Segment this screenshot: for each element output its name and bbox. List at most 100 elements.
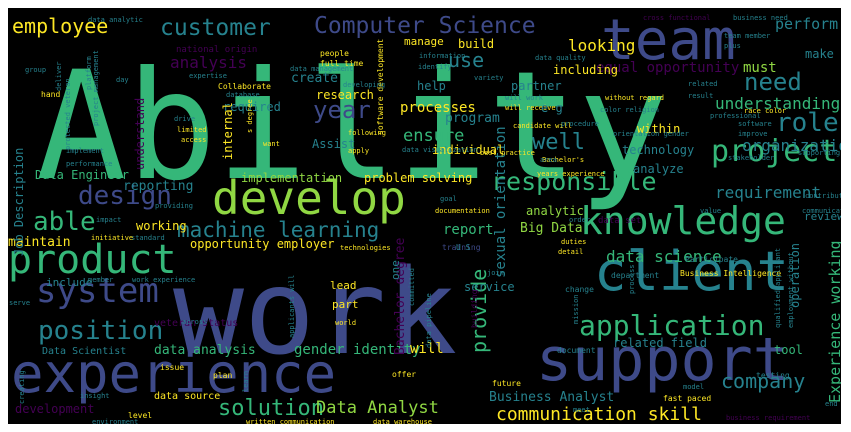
word-build: build — [458, 37, 494, 51]
word-ensure: ensure — [403, 126, 464, 146]
word-documentation: documentation — [435, 207, 490, 215]
word-providing: providing — [155, 202, 193, 210]
word-reporting: reporting — [123, 179, 193, 194]
word-equal-opportunity: equal opportunity — [596, 60, 739, 76]
word-data-quality: data quality — [535, 54, 586, 62]
word-technologies: technologies — [340, 244, 391, 252]
word-implementation: implementation — [241, 171, 342, 185]
word-within: within — [637, 122, 680, 136]
word-operation: operation — [788, 243, 802, 308]
word-analyze: analyze — [633, 162, 684, 176]
word-race-color: race color — [744, 107, 786, 115]
word-value: value — [700, 207, 721, 215]
word-apply: apply — [348, 147, 369, 155]
word-data-analysis: data analysis — [154, 343, 256, 358]
word-order: order — [569, 216, 590, 224]
word-group: group — [25, 66, 46, 74]
word-data-scientist: Data Scientist — [42, 346, 126, 357]
word-developing: developing — [343, 81, 385, 89]
word-day: day — [116, 76, 129, 84]
word-working: working — [136, 219, 187, 233]
word-database: database — [226, 91, 260, 99]
word-communicate: communicate — [802, 207, 841, 215]
word-u-s: U S — [456, 243, 471, 252]
word-report: report — [443, 222, 494, 238]
word-data-science: data science — [606, 247, 722, 266]
word-environment: environment — [92, 418, 138, 424]
word-develop: develop — [212, 171, 406, 225]
word-understanding: understanding — [715, 94, 840, 113]
word-employment-without: employment without — [787, 252, 795, 328]
word-people: people — [320, 49, 349, 58]
word-full-time: full time — [320, 59, 364, 68]
word-offer: offer — [392, 370, 416, 379]
word-support: support — [536, 325, 789, 395]
word-process: process — [628, 264, 636, 294]
word-join: join — [487, 269, 504, 277]
word-application: application — [579, 309, 764, 342]
word-solution: solution — [218, 396, 324, 421]
word-problem-solving: problem solving — [364, 171, 472, 185]
word-looking: looking — [568, 36, 635, 55]
word-data-analytic: data analytic — [88, 16, 143, 24]
word-manage: manage — [404, 35, 444, 48]
word-include: include — [46, 276, 92, 289]
word-ability: Ability — [36, 40, 668, 214]
word-years-experience: years experience — [537, 170, 604, 178]
word-system: system — [36, 271, 159, 311]
word-improve: improve — [738, 130, 768, 138]
word-access: access — [181, 136, 206, 144]
word-computer-science: Computer Science — [314, 13, 536, 39]
word-processes: processes — [400, 100, 476, 116]
word-work: work — [173, 243, 457, 381]
word-protected-veteran: protected veteran — [64, 78, 72, 150]
word-research: research — [316, 88, 374, 102]
word-following: following — [348, 129, 386, 137]
word-data-pipeline: data pipeline — [425, 293, 433, 348]
word-design: design — [78, 181, 172, 211]
word-analysis: analysis — [170, 53, 247, 72]
word-initiative: initiative — [91, 234, 133, 242]
word-plus: plus — [724, 42, 741, 50]
word-related: related — [688, 80, 718, 88]
word-will-work: will work — [505, 94, 544, 102]
word-year: year — [313, 96, 371, 124]
word-deliver: deliver — [55, 61, 63, 91]
word-learn: learn — [242, 371, 250, 392]
word-implement: implement — [66, 147, 104, 155]
word-level: level — [128, 411, 152, 420]
word-partner: partner — [511, 79, 562, 93]
word-document: document — [557, 346, 596, 355]
word-data-management: data management — [290, 65, 353, 73]
word-technology: technology — [622, 143, 694, 157]
word-member: member — [88, 276, 113, 284]
word-create: create — [291, 71, 338, 86]
word-business-intelligence: Business Intelligence — [680, 269, 781, 278]
word-maintain: maintain — [8, 235, 71, 250]
word-national-origin: national origin — [176, 45, 257, 55]
word-sexual-orientation: sexual orientation — [493, 126, 509, 278]
word-supporting: supporting — [798, 149, 840, 157]
word-help: help — [417, 79, 446, 93]
word-data-set: data set — [598, 216, 641, 226]
word-lead: lead — [330, 279, 357, 292]
word-program: program — [445, 111, 500, 126]
word-variety: variety — [474, 74, 504, 82]
word-cloud-frame: Ability work team experience support develop c… — [8, 8, 841, 424]
word-machine-learning: machine learning — [177, 218, 379, 242]
word-team: team — [601, 8, 736, 73]
word-team-member: team member — [724, 32, 770, 40]
word-candidate-will: candidate will — [513, 122, 572, 130]
word-tool: tool — [774, 343, 803, 357]
word-applicants-will: applicants will — [288, 275, 296, 338]
word-impact: impact — [96, 216, 121, 224]
word-data-analyst: Data Analyst — [316, 398, 439, 418]
word-testing: testing — [756, 371, 790, 380]
word-future: future — [492, 379, 521, 388]
word-one: one — [389, 260, 402, 280]
word-procedure: procedure — [561, 120, 599, 128]
word-plan: plan — [213, 371, 232, 380]
word-work-experience: work experience — [132, 276, 195, 284]
word-gender-identity: gender identity — [294, 342, 420, 358]
